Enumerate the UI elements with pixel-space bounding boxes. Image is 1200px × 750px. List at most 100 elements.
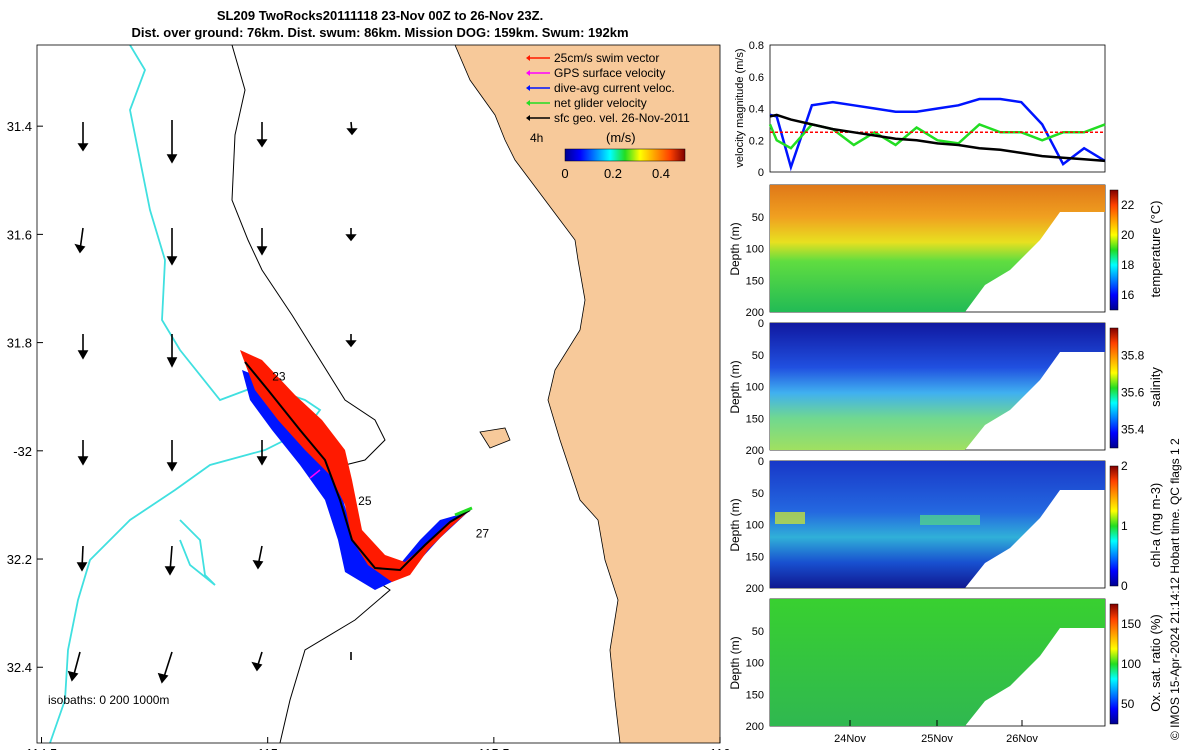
colorbar-title: salinity (1148, 367, 1163, 407)
salinity-panel (769, 322, 1106, 451)
map-xtick-label: 115.5 (478, 746, 510, 750)
depth-tick: 50 (752, 626, 764, 638)
depth-tick: 100 (746, 658, 764, 670)
colorbar-tick-label: 1 (1121, 519, 1128, 533)
colorbar-tick-label: 50 (1121, 697, 1135, 711)
depth-tick: 150 (746, 551, 764, 563)
heatmap-colorbar (1109, 465, 1119, 587)
colorbar-tick: 0.4 (652, 166, 670, 181)
colorbar-label: (m/s) (606, 130, 636, 145)
colorbar-tick: 0 (561, 166, 568, 181)
velocity-series-line (768, 122, 1106, 150)
velocity-ytick: 0.2 (749, 135, 764, 147)
colorbar-title: Ox. sat. ratio (%) (1148, 614, 1163, 712)
colorbar-tick-label: 20 (1121, 228, 1135, 242)
velocity-ytick: 0.6 (749, 72, 764, 84)
map-panel: 23 25 27 114.5 115 115.5 116 31.4 31.6 31.8 -32 32… (7, 44, 731, 750)
depth-tick: 0 (758, 456, 764, 468)
colorbar-tick-label: 18 (1121, 258, 1135, 272)
legend-arrowhead (526, 115, 530, 121)
colorbar-ticks: 0 0.2 0.4 (561, 166, 670, 181)
net-glider-velocity-end (454, 506, 473, 517)
chart-title-line1: SL209 TwoRocks20111118 23-Nov 00Z to 26-… (216, 8, 544, 23)
date-tick-label: 26Nov (1006, 733, 1038, 745)
legend-arrowhead (526, 85, 530, 91)
isobath-200m (231, 45, 391, 743)
copyright-note: © IMOS 15-Apr-2024 21:14:12 Hobart time.… (1168, 438, 1182, 740)
colorbar-tick-label: 100 (1121, 657, 1141, 671)
depth-tick: 150 (746, 413, 764, 425)
date-tick-label: 24Nov (834, 733, 866, 745)
legend-arrowhead (526, 100, 530, 106)
colorbar-title: chl-a (mg m-3) (1148, 483, 1163, 568)
map-ytick-label: -32 (13, 444, 32, 459)
net-glider-track (244, 361, 471, 572)
colorbar-tick-label: 35.6 (1121, 386, 1145, 400)
depth-axis-label: Depth (m) (728, 360, 742, 413)
current-vectors (67, 120, 358, 684)
legend-label: GPS surface velocity (554, 66, 665, 80)
map-ytick-label: 32.2 (7, 552, 32, 567)
depth-tick: 200 (746, 445, 764, 457)
depth-tick: 200 (746, 583, 764, 595)
map-xtick-label: 115 (257, 746, 278, 750)
velocity-series-line (769, 97, 1106, 172)
colorbar-tick-label: 35.8 (1121, 349, 1145, 363)
velocity-ytick: 0.8 (749, 40, 764, 52)
depth-tick: 50 (752, 350, 764, 362)
depth-tick: 200 (746, 307, 764, 319)
track-day-label: 23 (272, 369, 286, 383)
depth-tick: 50 (752, 212, 764, 224)
depth-tick: 200 (746, 721, 764, 733)
colorbar-tick: 0.2 (604, 166, 622, 181)
depth-tick: 150 (746, 275, 764, 287)
depth-tick: 100 (746, 244, 764, 256)
heatmap-colorbar (1109, 603, 1119, 725)
legend-arrowhead (526, 70, 530, 76)
depth-tick: 0 (758, 318, 764, 330)
map-ytick-label: 31.8 (7, 336, 32, 351)
track-day-labels: 23 25 27 (272, 369, 489, 540)
colorbar-tick-label: 35.4 (1121, 423, 1145, 437)
velocity-ylabel: velocity magnitude (m/s) (734, 48, 746, 167)
depth-tick: 150 (746, 689, 764, 701)
chart-title-line2: Dist. over ground: 76km. Dist. swum: 86k… (131, 25, 629, 40)
legend-label: net glider velocity (554, 96, 647, 110)
colorbar-tick-label: 22 (1121, 198, 1135, 212)
colorbar-title: temperature (°C) (1148, 201, 1163, 298)
land-mass (455, 45, 720, 743)
velocity-ytick: 0.4 (749, 104, 764, 116)
depth-axis-label: Depth (m) (728, 636, 742, 689)
map-ytick-label: 31.4 (7, 119, 32, 134)
legend-label: dive-avg current veloc. (554, 81, 675, 95)
colorbar-note: 4h (530, 131, 543, 145)
heatmap-colorbar (1109, 327, 1119, 449)
velocity-panel: 0 0.2 0.4 0.6 0.8 velocity magnitude (m/s) (734, 40, 1106, 179)
coastline (454, 45, 621, 743)
map-axis-ticks: 114.5 115 115.5 116 31.4 31.6 31.8 -32 32.2 32.4 (7, 119, 731, 750)
colorbar-tick-label: 2 (1121, 459, 1128, 473)
map-ytick-label: 31.6 (7, 227, 32, 242)
depth-tick: 100 (746, 382, 764, 394)
colorbar-tick-label: 0 (1121, 579, 1128, 593)
heatmap-colorbar (1109, 189, 1119, 311)
track-day-label: 27 (476, 526, 490, 540)
oxygen-panel (769, 598, 1106, 727)
map-xtick-label: 114.5 (26, 746, 58, 750)
depth-axis-label: Depth (m) (728, 222, 742, 275)
island (479, 427, 511, 449)
map-ytick-label: 32.4 (7, 660, 32, 675)
depth-tick: 100 (746, 520, 764, 532)
colorbar-tick-label: 150 (1121, 617, 1141, 631)
legend-label: 25cm/s swim vector (554, 51, 659, 65)
map-xtick-label: 116 (710, 746, 731, 750)
velocity-series-line (769, 113, 1106, 163)
swim-vector-band (240, 350, 470, 582)
isobath-1000m (49, 45, 322, 743)
depth-axis-label: Depth (m) (728, 498, 742, 551)
track-day-label: 25 (358, 494, 372, 508)
velocity-ytick: 0 (758, 167, 764, 179)
isobath-note: isobaths: 0 200 1000m (48, 693, 169, 707)
